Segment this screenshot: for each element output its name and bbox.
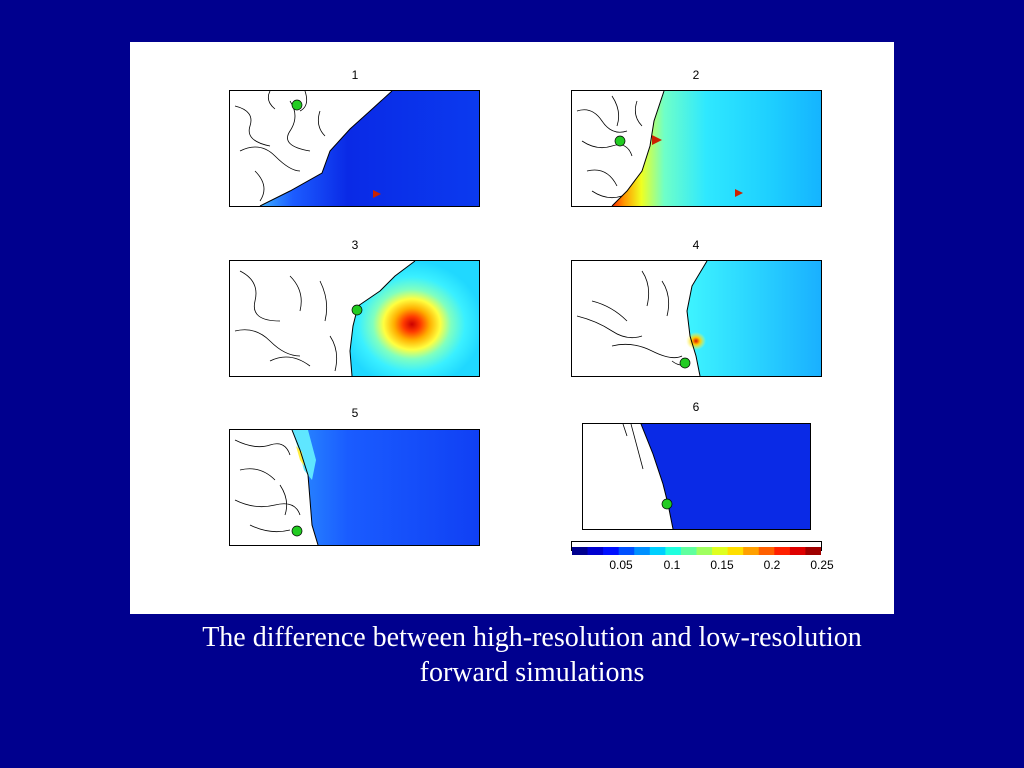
figure-canvas: 1 2 xyxy=(130,42,894,614)
sea-field-hotspot xyxy=(296,446,304,466)
colorbar-swatch xyxy=(727,547,744,555)
map-panel-5 xyxy=(229,429,480,546)
map-panel-1 xyxy=(229,90,480,207)
source-marker xyxy=(735,189,743,197)
sea-field xyxy=(612,91,821,206)
colorbar-swatch xyxy=(774,547,791,555)
sea-field xyxy=(350,261,479,376)
estuary-channels xyxy=(622,424,644,470)
map-panel-6 xyxy=(582,423,811,530)
coastline xyxy=(640,424,674,529)
colorbar-swatch xyxy=(587,547,604,555)
panel-4-label: 4 xyxy=(692,238,700,252)
coastline xyxy=(611,91,665,206)
source-marker xyxy=(373,190,381,198)
coastline xyxy=(686,261,708,376)
panel-2-label: 2 xyxy=(692,68,700,82)
estuary-channels xyxy=(234,439,301,533)
colorbar-swatch xyxy=(712,547,729,555)
map-panel-4 xyxy=(571,260,822,377)
colorbar-tick-label: 0.25 xyxy=(810,558,834,572)
coastline xyxy=(291,430,319,545)
colorbar-swatch xyxy=(743,547,760,555)
colorbar-swatch xyxy=(572,547,589,555)
panel-5-label: 5 xyxy=(351,406,359,420)
panel-3-label: 3 xyxy=(351,238,359,252)
station-marker xyxy=(661,498,673,510)
colorbar-swatch xyxy=(680,547,697,555)
panel-1-label: 1 xyxy=(351,68,359,82)
sea-field xyxy=(687,261,821,376)
colorbar-swatch xyxy=(603,547,620,555)
caption-line-1: The difference between high-resolution a… xyxy=(202,622,862,653)
colorbar-swatch xyxy=(618,547,635,555)
source-marker xyxy=(652,135,662,145)
map-panel-2 xyxy=(571,90,822,207)
coastline xyxy=(259,91,393,206)
colorbar-swatch xyxy=(789,547,806,555)
panel-6-label: 6 xyxy=(692,400,700,414)
colorbar-swatch xyxy=(758,547,775,555)
slide-caption: The difference between high-resolution a… xyxy=(60,620,1004,690)
colorbar-swatch xyxy=(634,547,651,555)
caption-line-2: forward simulations xyxy=(419,657,645,688)
colorbar-tick-label: 0.1 xyxy=(663,558,681,572)
colorbar-swatch xyxy=(696,547,713,555)
sea-field-nearshore xyxy=(292,430,316,480)
estuary-channels xyxy=(234,91,326,202)
colorbar-swatch xyxy=(805,547,822,555)
station-marker xyxy=(351,304,363,316)
station-marker xyxy=(291,99,303,111)
sea-field xyxy=(292,430,479,545)
estuary-channels xyxy=(576,270,691,366)
colorbar-swatch xyxy=(649,547,666,555)
colorbar-tick-label: 0.2 xyxy=(763,558,781,572)
colorbar-swatch xyxy=(665,547,682,555)
colorbar-gradient xyxy=(572,547,822,555)
colorbar-tick-label: 0.15 xyxy=(710,558,734,572)
estuary-channels xyxy=(576,95,643,199)
sea-field xyxy=(641,424,810,529)
sea-field-hotspot xyxy=(686,332,706,350)
station-marker xyxy=(291,525,303,537)
colorbar xyxy=(571,541,822,555)
station-marker xyxy=(614,135,626,147)
station-marker xyxy=(679,357,691,369)
map-panel-3 xyxy=(229,260,480,377)
colorbar-tick-label: 0.05 xyxy=(609,558,633,572)
estuary-channels xyxy=(234,270,338,372)
